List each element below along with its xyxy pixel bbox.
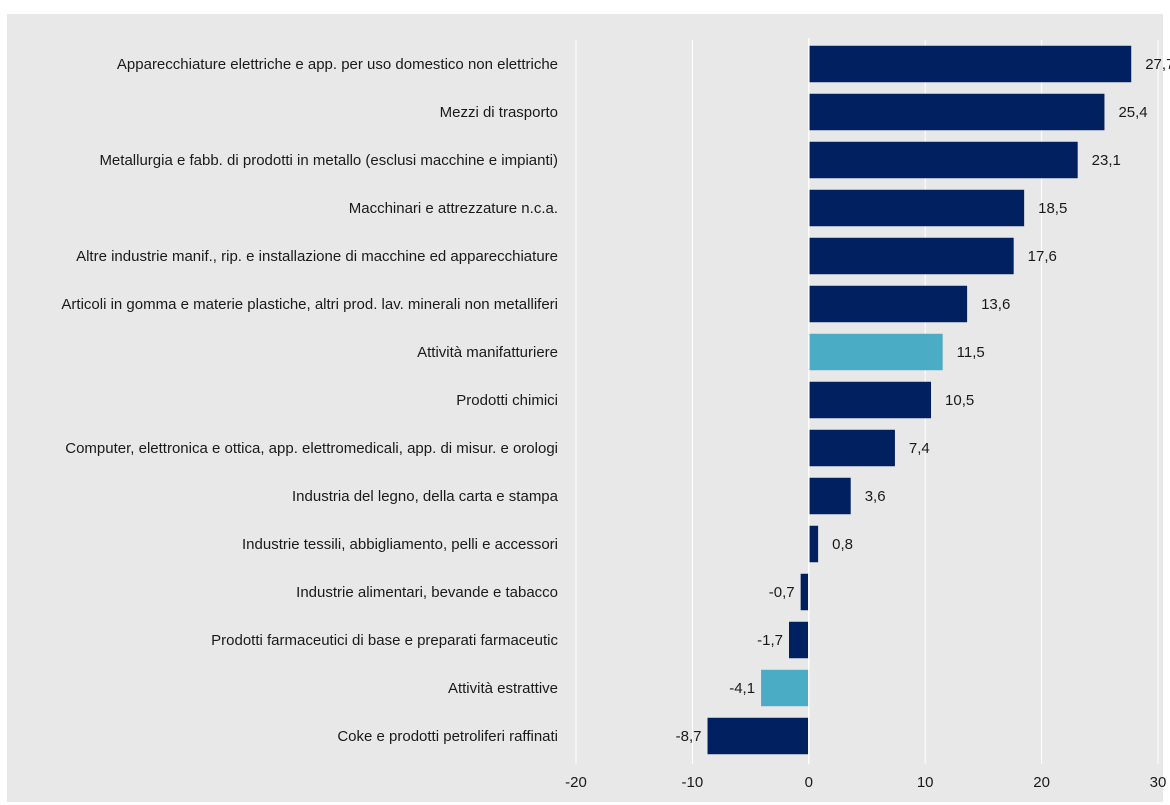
data-label: 25,4 bbox=[1118, 104, 1147, 121]
category-label: Attività manifatturiere bbox=[417, 344, 558, 361]
category-label: Prodotti chimici bbox=[456, 392, 558, 409]
x-tick-label: 10 bbox=[917, 774, 934, 791]
data-label: 3,6 bbox=[865, 488, 886, 505]
category-label: Metallurgia e fabb. di prodotti in metal… bbox=[99, 152, 558, 169]
data-label: -0,7 bbox=[769, 584, 795, 601]
bar bbox=[808, 93, 1105, 131]
x-tick-label: 30 bbox=[1150, 774, 1167, 791]
data-label: 23,1 bbox=[1092, 152, 1121, 169]
bar bbox=[808, 285, 968, 323]
data-label: 11,5 bbox=[957, 344, 985, 361]
x-tick-label: 0 bbox=[805, 774, 813, 791]
data-label: 10,5 bbox=[945, 392, 974, 409]
data-label: 0,8 bbox=[832, 536, 853, 553]
bar bbox=[808, 477, 851, 515]
bar bbox=[800, 573, 809, 611]
category-label: Industria del legno, della carta e stamp… bbox=[292, 488, 559, 505]
category-label: Articoli in gomma e materie plastiche, a… bbox=[61, 296, 558, 313]
bar bbox=[789, 621, 809, 659]
category-label: Industrie tessili, abbigliamento, pelli … bbox=[242, 536, 558, 553]
category-label: Altre industrie manif., rip. e installaz… bbox=[76, 248, 558, 265]
category-label: Apparecchiature elettriche e app. per us… bbox=[117, 56, 558, 73]
bar bbox=[808, 45, 1132, 83]
bar bbox=[808, 381, 932, 419]
bar bbox=[761, 669, 809, 707]
data-label: 27,7 bbox=[1145, 56, 1170, 73]
category-label: Computer, elettronica e ottica, app. ele… bbox=[65, 440, 558, 457]
data-label: -8,7 bbox=[676, 728, 702, 745]
bar bbox=[808, 333, 943, 371]
chart-background bbox=[7, 14, 1163, 802]
category-label: Coke e prodotti petroliferi raffinati bbox=[337, 728, 558, 745]
data-label: 17,6 bbox=[1028, 248, 1057, 265]
bar bbox=[707, 717, 809, 755]
data-label: -1,7 bbox=[757, 632, 783, 649]
data-label: 13,6 bbox=[981, 296, 1010, 313]
x-tick-label: -10 bbox=[682, 774, 704, 791]
bar bbox=[808, 189, 1025, 227]
data-label: 18,5 bbox=[1038, 200, 1067, 217]
x-tick-label: 20 bbox=[1033, 774, 1050, 791]
bar bbox=[808, 141, 1078, 179]
bar bbox=[808, 429, 895, 467]
data-label: -4,1 bbox=[729, 680, 755, 697]
category-label: Attività estrattive bbox=[448, 680, 558, 697]
data-label: 7,4 bbox=[909, 440, 930, 457]
category-label: Industrie alimentari, bevande e tabacco bbox=[296, 584, 558, 601]
category-label: Prodotti farmaceutici di base e preparat… bbox=[211, 632, 558, 649]
category-label: Macchinari e attrezzature n.c.a. bbox=[349, 200, 558, 217]
category-label: Mezzi di trasporto bbox=[440, 104, 558, 121]
bar bbox=[808, 237, 1014, 275]
x-tick-label: -20 bbox=[565, 774, 587, 791]
bar bbox=[808, 525, 819, 563]
